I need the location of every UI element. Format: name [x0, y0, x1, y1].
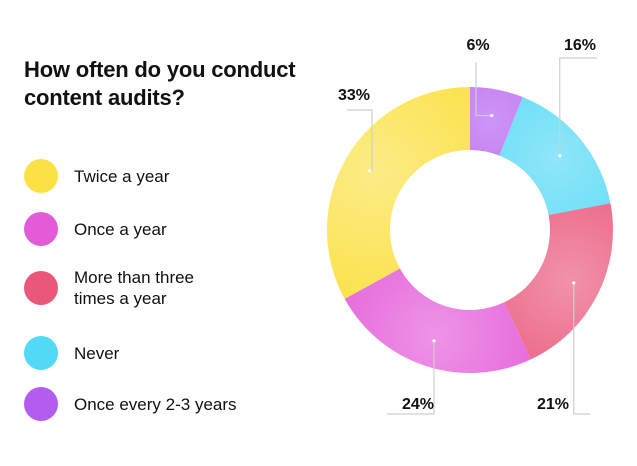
legend-swatch	[24, 387, 58, 421]
legend-label: Never	[74, 343, 120, 363]
legend-item-once-every-2-3-years: Once every 2-3 years	[24, 387, 294, 421]
leader-line-1	[559, 57, 597, 156]
legend-label: Once a year	[74, 219, 167, 239]
legend-label: More than three times a year	[74, 268, 195, 308]
legend-item-once-a-year: Once a year	[24, 212, 294, 246]
donut-slice-2	[504, 203, 613, 360]
chart-title: How often do you conduct content audits?	[24, 57, 296, 110]
donut-slice-4	[326, 86, 470, 299]
legend-swatch	[24, 212, 58, 246]
slice-label-2: 21%	[537, 396, 569, 413]
slice-label-3: 24%	[402, 396, 434, 413]
donut-slice-0	[470, 87, 523, 156]
legend-label: Twice a year	[74, 166, 170, 186]
legend-item-never: Never	[24, 336, 294, 370]
leader-line-2	[573, 282, 590, 415]
legend-swatch	[24, 271, 58, 305]
slice-label-4: 33%	[338, 87, 370, 104]
donut-slice-3	[344, 268, 531, 373]
donut-slice-1	[499, 97, 611, 216]
legend-swatch	[24, 336, 58, 370]
legend-swatch	[24, 159, 58, 193]
leader-dot-2	[572, 281, 576, 285]
legend-item-more-than-three-times: More than three times a year	[24, 267, 294, 309]
slice-label-1: 16%	[564, 37, 596, 54]
legend-item-twice-a-year: Twice a year	[24, 159, 294, 193]
leader-line-0	[475, 62, 492, 117]
leader-dot-0	[490, 113, 494, 118]
leader-dot-1	[558, 154, 562, 158]
leader-dot-4	[368, 169, 372, 173]
leader-line-3	[387, 340, 435, 415]
legend-label: Once every 2-3 years	[74, 394, 237, 414]
slice-label-0: 6%	[466, 37, 489, 54]
leader-dot-3	[432, 339, 436, 343]
